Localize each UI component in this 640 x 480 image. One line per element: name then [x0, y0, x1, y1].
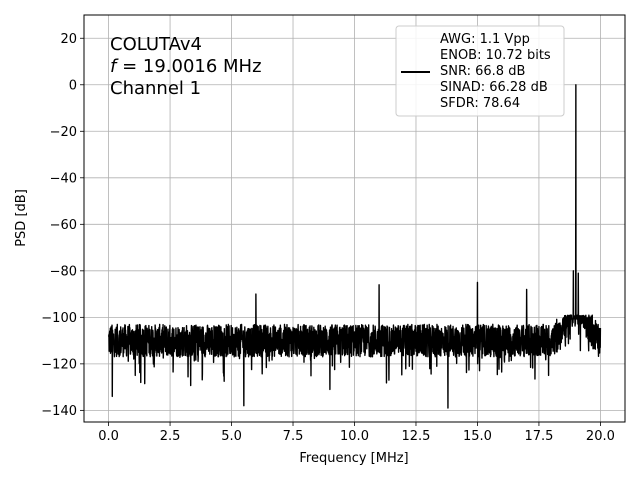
legend-entry-enob: ENOB: 10.72 bits	[440, 48, 551, 63]
y-tick-label: −120	[41, 357, 77, 372]
y-tick-label: −80	[50, 264, 77, 279]
legend-entry-awg: AWG: 1.1 Vpp	[440, 32, 530, 47]
x-tick-label: 7.5	[283, 429, 304, 444]
y-tick-label: 20	[60, 32, 77, 47]
series-group	[107, 84, 602, 409]
y-tick-label: −20	[50, 125, 77, 140]
x-tick-label: 5.0	[221, 429, 242, 444]
y-tick-label: −60	[50, 218, 77, 233]
x-tick-label: 0.0	[98, 429, 119, 444]
y-axis-label: PSD [dB]	[14, 189, 29, 247]
y-tick-label: −40	[50, 171, 77, 186]
legend-entry-snr: SNR: 66.8 dB	[440, 64, 525, 79]
y-tick-label: −140	[41, 404, 77, 419]
annotation-device: COLUTAv4	[110, 34, 202, 55]
annotation-frequency-symbol: f	[110, 56, 119, 77]
y-tick-label: −100	[41, 311, 77, 326]
psd-series-line	[107, 84, 602, 409]
x-tick-label: 20.0	[586, 429, 615, 444]
x-tick-label: 2.5	[160, 429, 181, 444]
annotation-frequency-value: = 19.0016 MHz	[116, 56, 261, 77]
annotation-text: COLUTAv4 f = 19.0016 MHz Channel 1	[110, 34, 262, 99]
x-tick-label: 15.0	[463, 429, 492, 444]
x-tick-label: 10.0	[340, 429, 369, 444]
annotation-channel: Channel 1	[110, 78, 201, 99]
x-tick-label: 12.5	[402, 429, 431, 444]
x-axis-label: Frequency [MHz]	[299, 451, 408, 466]
y-tick-label: 0	[69, 78, 77, 93]
annotation-frequency: f = 19.0016 MHz	[110, 56, 262, 77]
x-axis-ticks: 0.0 2.5 5.0 7.5 10.0 12.5 15.0 17.5 20.0	[98, 422, 615, 444]
legend: AWG: 1.1 Vpp ENOB: 10.72 bits SNR: 66.8 …	[395, 25, 565, 117]
legend-entry-sfdr: SFDR: 78.64	[440, 96, 520, 111]
legend-entry-sinad: SINAD: 66.28 dB	[440, 80, 548, 95]
x-tick-label: 17.5	[524, 429, 553, 444]
y-axis-ticks: 20 0 −20 −40 −60 −80 −100 −120 −140	[41, 32, 84, 419]
legend-box	[395, 25, 565, 117]
